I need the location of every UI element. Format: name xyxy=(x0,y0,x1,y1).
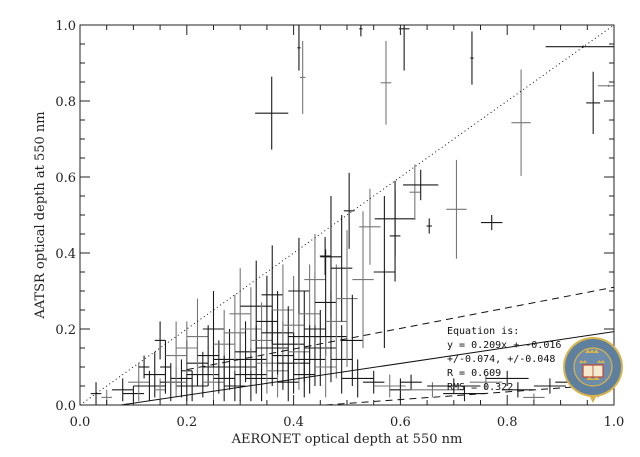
upper-bound-line xyxy=(186,286,615,371)
y-tick-label: 0.2 xyxy=(55,323,76,338)
data-point xyxy=(272,264,294,356)
data-point xyxy=(229,268,251,360)
data-point xyxy=(443,386,486,402)
y-tick-label: 1.0 xyxy=(55,19,76,34)
data-point xyxy=(261,245,283,345)
data-point xyxy=(341,294,364,386)
data-point xyxy=(359,188,381,265)
data-point xyxy=(293,351,315,398)
data-point xyxy=(202,363,225,402)
annotation-line: +/-0.074, +/-0.048 xyxy=(447,354,555,365)
data-point xyxy=(363,370,385,394)
data-point xyxy=(359,25,363,37)
data-point xyxy=(403,169,439,201)
equation-annotation: Equation is: y = 0.209x + -0.016 +/-0.07… xyxy=(447,326,561,393)
data-point xyxy=(389,190,401,282)
x-axis-title: AERONET optical depth at 550 nm xyxy=(231,432,463,447)
data-point xyxy=(523,393,545,402)
data-point xyxy=(400,374,422,390)
data-point xyxy=(138,355,150,379)
data-point xyxy=(409,164,421,220)
data-point xyxy=(128,363,150,402)
data-point xyxy=(325,264,347,379)
data-point xyxy=(545,45,614,48)
data-point xyxy=(330,215,353,322)
x-tick-label: 0.4 xyxy=(283,415,304,430)
data-point xyxy=(304,234,326,326)
y-tick-labels: 0.0 0.2 0.4 0.6 0.8 1.0 xyxy=(55,19,76,414)
data-point xyxy=(373,196,396,348)
data-point xyxy=(597,84,614,87)
y-tick-label: 0.6 xyxy=(55,171,76,186)
data-point xyxy=(533,378,566,394)
annotation-line: R = 0.609 xyxy=(447,368,501,379)
data-point xyxy=(176,321,198,375)
data-point xyxy=(586,71,601,135)
data-point xyxy=(511,69,531,176)
fit-line xyxy=(120,331,615,406)
x-tick-label: 0.6 xyxy=(390,415,411,430)
data-point xyxy=(352,211,374,348)
data-point xyxy=(341,359,374,398)
data-point xyxy=(165,367,187,398)
annotation-line: y = 0.209x + -0.016 xyxy=(447,340,561,351)
x-tick-label: 0.8 xyxy=(497,415,518,430)
data-point xyxy=(240,287,262,371)
data-point xyxy=(170,359,193,398)
y-tick-label: 0.8 xyxy=(55,95,76,110)
data-point xyxy=(319,237,331,276)
x-tick-label: 0.0 xyxy=(70,415,91,430)
data-point xyxy=(481,215,503,231)
x-tick-labels: 0.0 0.2 0.4 0.6 0.8 1.0 xyxy=(70,415,625,430)
x-tick-label: 0.2 xyxy=(176,415,197,430)
data-point xyxy=(336,230,358,367)
annotation-line: RMS = 0.322 xyxy=(447,382,513,393)
data-point xyxy=(202,291,225,367)
data-point xyxy=(234,321,257,383)
data-point xyxy=(90,382,102,405)
data-point xyxy=(122,386,145,402)
data-point xyxy=(470,31,474,85)
data-point xyxy=(446,159,467,259)
data-point xyxy=(343,172,355,249)
data-point xyxy=(469,374,502,390)
data-point xyxy=(485,370,529,386)
data-point xyxy=(297,25,301,71)
oxford-university-seal xyxy=(563,337,623,403)
annotation-line: Equation is: xyxy=(447,326,519,337)
data-point xyxy=(160,340,171,394)
data-point xyxy=(255,76,289,150)
data-point xyxy=(154,321,166,360)
data-point xyxy=(426,218,432,234)
axis-ticks xyxy=(79,24,615,406)
data-point xyxy=(197,325,219,386)
data-point xyxy=(288,313,310,390)
y-tick-label: 0.0 xyxy=(55,399,76,414)
x-tick-label: 1.0 xyxy=(604,415,625,430)
data-point xyxy=(300,40,306,114)
y-tick-label: 0.4 xyxy=(55,247,76,262)
data-point xyxy=(186,298,209,375)
data-point xyxy=(144,351,166,398)
data-point xyxy=(224,370,246,402)
data-point xyxy=(112,378,134,402)
data-point xyxy=(213,355,235,402)
data-point xyxy=(224,294,246,371)
data-point xyxy=(427,378,481,394)
y-axis-title: AATSR optical depth at 550 nm xyxy=(33,111,48,319)
data-points xyxy=(90,25,614,405)
data-point xyxy=(501,382,534,398)
data-point xyxy=(314,336,337,398)
data-point xyxy=(330,325,353,394)
data-point xyxy=(380,40,392,125)
data-point xyxy=(277,363,299,402)
